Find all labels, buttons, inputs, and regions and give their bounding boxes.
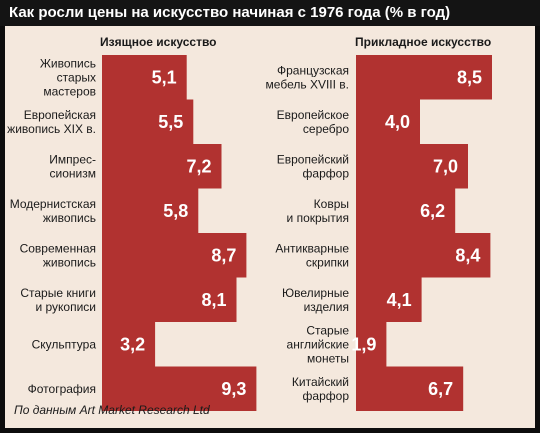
applied-art-category-label-5: Антикварные скрипки (275, 241, 349, 269)
fine-art-category-label-4: Модернистская живопись (10, 197, 96, 225)
applied-art-category-label-8: Китайский фарфор (292, 375, 349, 403)
applied-art-header: Прикладное искусство (355, 35, 491, 49)
fine-art-category-label-5: Современная живопись (20, 241, 96, 269)
applied-art-value-label-8: 6,7 (428, 379, 453, 399)
fine-art-category-label-1: Живопись старых мастеров (40, 56, 96, 98)
fine-art-bar-shape (102, 55, 257, 411)
applied-art-bar-shape (356, 55, 492, 411)
applied-art-value-label-6: 4,1 (387, 290, 412, 310)
fine-art-value-label-8: 9,3 (221, 379, 246, 399)
applied-art-value-label-4: 6,2 (420, 201, 445, 221)
chart-title: Как росли цены на искусство начиная с 19… (0, 0, 540, 26)
applied-art-value-label-3: 7,0 (433, 156, 458, 176)
fine-art-value-label-4: 5,8 (163, 201, 188, 221)
fine-art-value-label-5: 8,7 (211, 245, 236, 265)
fine-art-category-label-8: Фотография (28, 382, 96, 396)
fine-art-category-label-3: Импрес-сионизм (49, 152, 96, 180)
applied-art-category-label-7: Старые английские монеты (287, 323, 350, 365)
applied-art-value-label-2: 4,0 (385, 112, 410, 132)
fine-art-value-label-6: 8,1 (201, 290, 226, 310)
applied-art-value-label-5: 8,4 (455, 245, 480, 265)
applied-art-category-label-6: Ювелирные изделия (282, 286, 349, 314)
fine-art-category-label-6: Старые книги и рукописи (20, 286, 96, 314)
fine-art-value-label-2: 5,5 (158, 112, 183, 132)
fine-art-value-label-3: 7,2 (186, 156, 211, 176)
fine-art-category-label-7: Скульптура (32, 337, 97, 351)
applied-art-category-label-1: Французская мебель XVIII в. (266, 63, 349, 91)
fine-art-category-label-2: Европейская живопись XIX в. (7, 108, 96, 136)
applied-art-category-label-4: Ковры и покрытия (287, 197, 349, 225)
applied-art-category-label-3: Европейский фарфор (277, 152, 350, 180)
applied-art-value-label-7: 1,9 (351, 334, 376, 354)
fine-art-value-label-7: 3,2 (120, 334, 145, 354)
fine-art-header: Изящное искусство (100, 35, 217, 49)
applied-art-category-label-2: Европейское серебро (277, 108, 350, 136)
applied-art-value-label-1: 8,5 (457, 67, 482, 87)
fine-art-value-label-1: 5,1 (152, 67, 177, 87)
source-note: По данным Art Market Research Ltd (14, 403, 210, 417)
